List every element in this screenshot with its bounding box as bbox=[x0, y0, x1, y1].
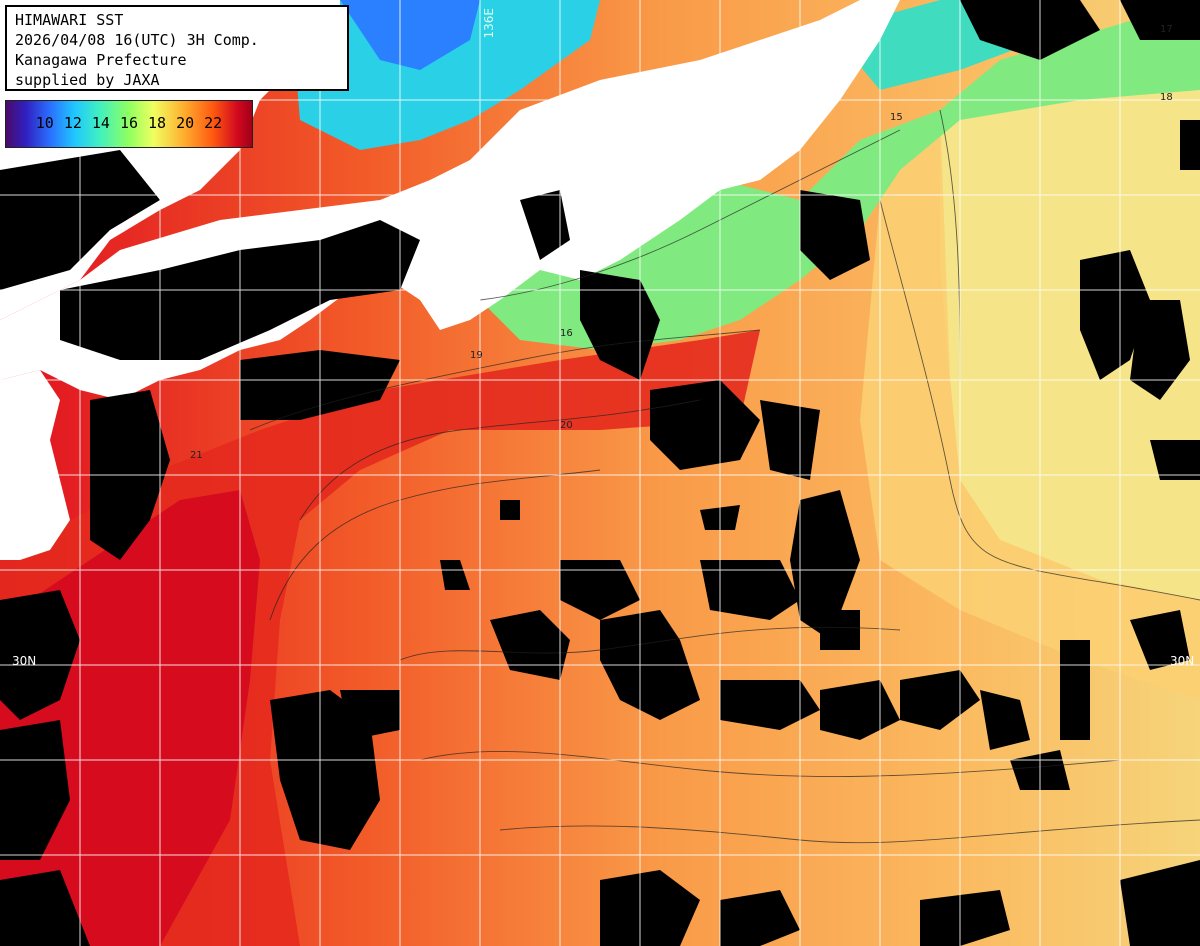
legend-label: 14 bbox=[91, 114, 110, 132]
land-kyushu bbox=[0, 370, 70, 560]
contour-label: 16 bbox=[560, 328, 573, 339]
legend-label: 10 bbox=[35, 114, 54, 132]
title-product: HIMAWARI SST bbox=[15, 11, 124, 29]
legend-label: 16 bbox=[119, 114, 139, 132]
bay-blue bbox=[340, 0, 480, 70]
legend-label: 22 bbox=[204, 114, 223, 132]
temperature-legend: 10 12 14 16 18 20 22 bbox=[5, 100, 253, 148]
title-region: Kanagawa Prefecture bbox=[15, 51, 187, 69]
contour-label: 15 bbox=[890, 112, 903, 123]
contour-label: 17 bbox=[1160, 24, 1173, 35]
legend-label: 20 bbox=[176, 114, 195, 132]
title-credit: supplied by JAXA bbox=[15, 71, 160, 89]
lat-label-right: 30N bbox=[1170, 654, 1195, 668]
legend-label: 18 bbox=[148, 114, 167, 132]
legend-label: 12 bbox=[63, 114, 82, 132]
coastal-green bbox=[480, 0, 1200, 350]
contour-label: 18 bbox=[1160, 92, 1173, 103]
title-box: HIMAWARI SST 2026/04/08 16(UTC) 3H Comp.… bbox=[5, 5, 349, 91]
title-datetime: 2026/04/08 16(UTC) 3H Comp. bbox=[15, 31, 259, 49]
lon-label-top: 136E bbox=[482, 8, 496, 39]
contour-label: 21 bbox=[190, 450, 203, 461]
contour-label: 20 bbox=[560, 420, 573, 431]
eastern-mid-band bbox=[860, 110, 1200, 700]
legend-labels: 10 12 14 16 18 20 22 bbox=[6, 114, 252, 132]
contour-label: 19 bbox=[470, 350, 483, 361]
lat-label-left: 30N bbox=[12, 654, 37, 668]
